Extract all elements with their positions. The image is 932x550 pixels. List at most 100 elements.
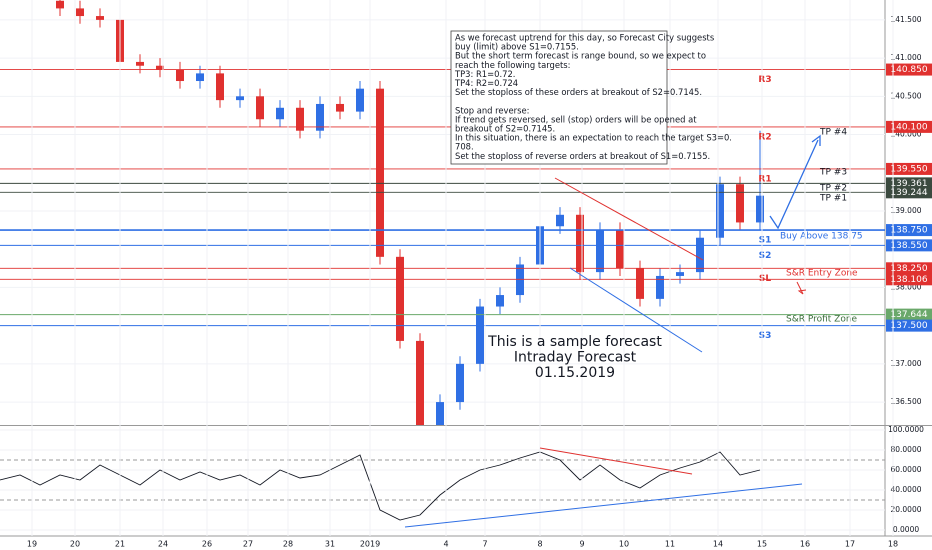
level-name: S2 xyxy=(759,251,772,261)
info-line: But the short term forecast is range bou… xyxy=(455,51,706,61)
candle-body xyxy=(256,96,264,120)
price-level-label: 138.250 xyxy=(890,264,927,274)
y-tick-label: 0.0000 xyxy=(893,525,919,534)
candle-body xyxy=(716,184,724,238)
annotation: S&R Profit Zone xyxy=(786,315,858,325)
level-name: S1 xyxy=(759,236,772,246)
x-tick-label: 19 xyxy=(27,540,37,549)
candle-body xyxy=(216,73,224,101)
x-tick-label: 11 xyxy=(665,540,675,549)
annotation: Buy Above 138.75 xyxy=(780,232,863,242)
candle-body xyxy=(456,363,464,403)
candle-body xyxy=(296,107,304,131)
price-level-label: 140.100 xyxy=(890,122,927,132)
price-level-tag xyxy=(886,319,932,332)
x-tick-label: 10 xyxy=(619,540,629,549)
candle-body xyxy=(616,230,624,269)
candle-body xyxy=(356,88,364,112)
rsi-panel xyxy=(0,429,885,531)
x-tick-label: 14 xyxy=(713,540,723,549)
price-level-tag xyxy=(886,186,932,199)
info-box: As we forecast uptrend for this day, so … xyxy=(450,30,732,165)
price-level-tag xyxy=(886,308,932,321)
candle-body xyxy=(316,103,324,131)
level-name: R1 xyxy=(758,174,771,184)
candle-body xyxy=(236,96,244,101)
info-line: reach the following targets: xyxy=(455,60,571,70)
candle-body xyxy=(516,264,524,296)
price-level-label: 137.500 xyxy=(890,321,927,331)
x-tick-label: 28 xyxy=(283,540,293,549)
candle-body xyxy=(756,195,764,223)
candle-body xyxy=(656,275,664,299)
info-line: As we forecast uptrend for this day, so … xyxy=(455,33,714,43)
y-tick-label: 40.0000 xyxy=(890,485,921,494)
price-level-tag xyxy=(886,120,932,133)
candle-body xyxy=(476,306,484,364)
info-box-frame xyxy=(450,30,668,165)
candle-body xyxy=(676,272,684,276)
candle-body xyxy=(556,214,564,227)
rsi-trend-line xyxy=(539,447,693,475)
annotation: TP #4 xyxy=(819,128,847,138)
arrow-head xyxy=(811,134,821,146)
y-tick-label: 100.0000 xyxy=(888,425,924,434)
forecast-line: 01.15.2019 xyxy=(535,365,615,381)
x-tick-label: 18 xyxy=(888,540,898,549)
candle-body xyxy=(396,256,404,341)
candle-body xyxy=(276,107,284,120)
level-name: SL xyxy=(759,274,771,284)
price-level-tag xyxy=(886,224,932,237)
candle-body xyxy=(736,184,744,223)
candle-body xyxy=(636,268,644,299)
candle-body xyxy=(436,402,444,425)
annotation: TP #2 xyxy=(819,184,847,194)
price-level-tag xyxy=(886,239,932,252)
price-level-label: 138.550 xyxy=(890,241,927,251)
candle-body xyxy=(56,0,64,9)
level-name: S3 xyxy=(759,331,772,341)
x-tick-label: 27 xyxy=(243,540,253,549)
y-tick-label: 80.0000 xyxy=(890,445,921,454)
info-line: In this situation, there is an expectati… xyxy=(455,133,732,143)
x-tick-label: 21 xyxy=(115,540,125,549)
info-line: TP4: R2=0.724 xyxy=(454,78,518,88)
candle-body xyxy=(196,73,204,82)
candle-body xyxy=(496,295,504,307)
candle-body xyxy=(136,61,144,66)
price-level-tag xyxy=(886,162,932,175)
x-tick-label: 8 xyxy=(537,540,542,549)
candle-body xyxy=(96,16,104,20)
y-tick-label: 140.500 xyxy=(890,91,921,100)
x-tick-label: 15 xyxy=(757,540,767,549)
candle-body xyxy=(416,340,424,425)
x-tick-label: 4 xyxy=(443,540,448,549)
price-level-label: 139.361 xyxy=(890,179,927,189)
x-tick-label: 7 xyxy=(482,540,487,549)
x-tick-label: 24 xyxy=(158,540,168,549)
price-level-tag xyxy=(886,63,932,76)
candle-body xyxy=(76,8,84,17)
price-panel xyxy=(0,0,885,425)
info-line: Set the stoploss of reverse orders at br… xyxy=(455,151,710,161)
y-tick-label: 138.000 xyxy=(890,282,921,291)
x-tick-label: 17 xyxy=(845,540,855,549)
price-level-label: 137.644 xyxy=(890,310,927,320)
axes: 141.500 141.000 140.500 140.000 139.000 138.0… xyxy=(27,0,932,549)
y-tick-label: 60.0000 xyxy=(890,465,921,474)
forecast-line: Intraday Forecast xyxy=(514,350,637,366)
drawings xyxy=(404,134,821,528)
x-tick-label: 9 xyxy=(579,540,584,549)
target-arrow xyxy=(769,139,819,230)
info-text: As we forecast uptrend for this day, so … xyxy=(454,33,732,161)
price-level-label: 140.850 xyxy=(890,65,927,75)
x-tick-label: 26 xyxy=(202,540,212,549)
x-tick-label: 2019 xyxy=(360,540,380,549)
y-tick-label: 136.500 xyxy=(890,397,921,406)
y-tick-label: 141.500 xyxy=(890,15,921,24)
trend-line xyxy=(554,177,704,261)
x-tick-label: 16 xyxy=(800,540,810,549)
candle-body xyxy=(596,230,604,273)
